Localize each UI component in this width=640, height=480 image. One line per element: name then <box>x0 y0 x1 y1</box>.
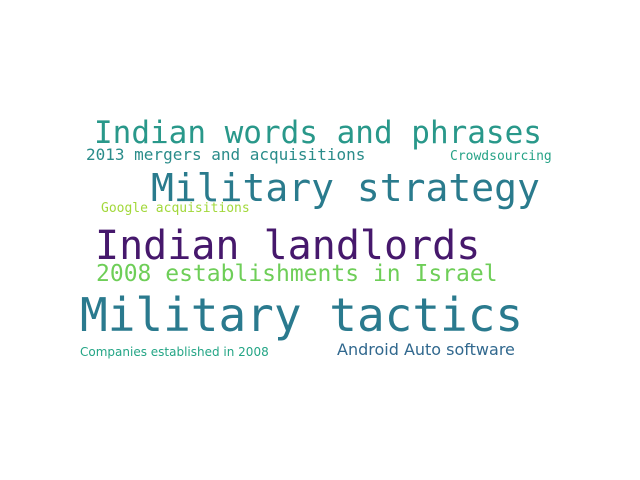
word-military-tactics: Military tactics <box>80 288 524 342</box>
word-2013-mergers-and-acquisitions: 2013 mergers and acquisitions <box>86 145 366 164</box>
word-google-acquisitions: Google acquisitions <box>101 201 250 216</box>
word-android-auto-software: Android Auto software <box>337 340 515 359</box>
word-2008-establishments-in-israel: 2008 establishments in Israel <box>96 261 498 287</box>
word-companies-established-in-2008: Companies established in 2008 <box>80 345 269 359</box>
word-indian-words-and-phrases: Indian words and phrases <box>94 115 542 151</box>
word-crowdsourcing: Crowdsourcing <box>450 149 552 164</box>
word-indian-landlords: Indian landlords <box>95 223 481 269</box>
word-military-strategy: Military strategy <box>151 166 540 210</box>
